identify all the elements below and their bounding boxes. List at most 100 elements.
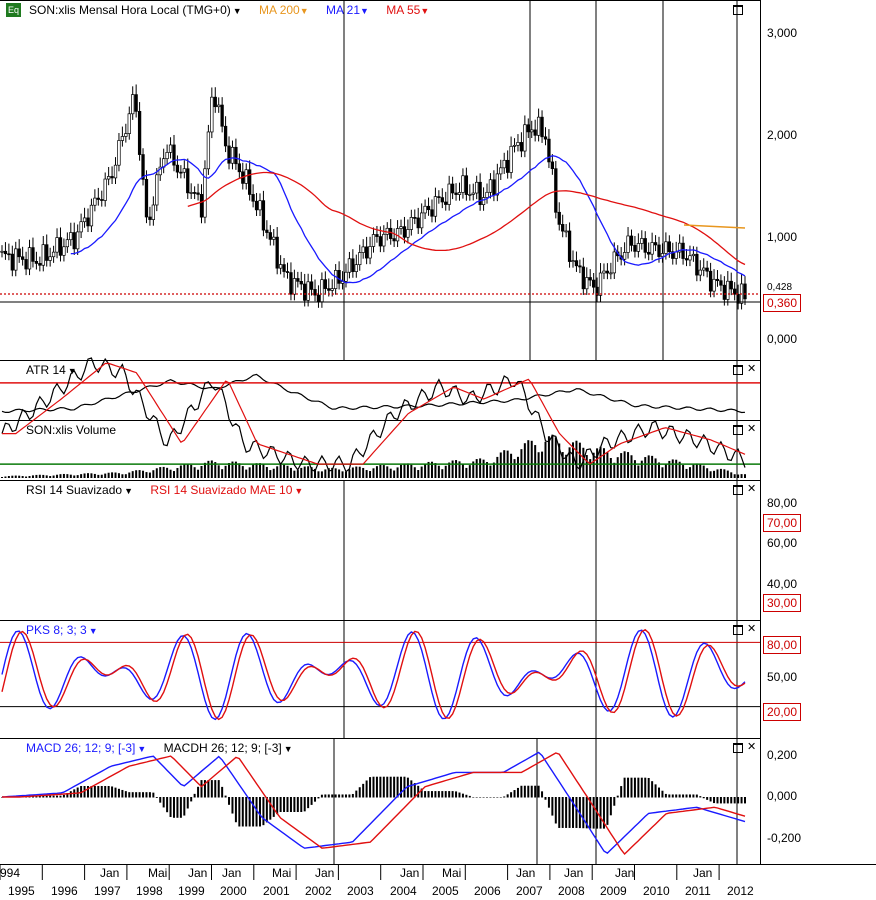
close-icon[interactable]: ✕ [747,423,757,435]
chevron-down-icon[interactable]: ▼ [299,6,309,16]
macd-histogram-bar [413,783,416,798]
macd-histogram-bar [38,795,41,798]
price-panel[interactable]: Eq SON:xlis Mensal Hora Local (TMG+0) ▼ MA… [0,0,760,360]
chevron-down-icon[interactable]: ▼ [420,6,430,16]
macd-histogram-bar [276,797,279,815]
ma200-label[interactable]: MA 200 [259,3,300,17]
price-candle [155,174,159,206]
maximize-icon[interactable] [733,365,743,375]
macd-histogram-bar [362,783,365,798]
macd-histogram-bar [568,797,571,828]
rsi-title[interactable]: RSI 14 Suavizado [26,483,123,497]
price-candle [495,173,499,196]
month-label: Jan [188,866,208,880]
volume-bar [93,473,96,478]
rsi-panel[interactable]: RSI 14 Suavizado ▼ RSI 14 Suavizado MAE 1… [0,480,760,620]
price-candle [519,142,524,152]
macd-histogram-bar [685,794,688,798]
price-candle [447,183,451,205]
macd-histogram-bar [52,795,55,798]
price-candle [430,209,434,217]
year-label: 2008 [558,884,585,898]
price-candle [285,271,290,273]
macd-histogram-bar [461,793,464,798]
maximize-icon[interactable] [733,625,743,635]
price-candle [423,205,427,214]
price-candle [557,211,561,225]
price-candle [564,230,568,233]
pks-panel[interactable]: PKS 8; 3; 3 ▼ ✕ [0,620,760,738]
maximize-icon[interactable] [733,743,743,753]
chevron-down-icon[interactable]: ▼ [232,6,242,16]
month-label: Mai [272,866,292,880]
volume-bar [331,467,334,478]
maximize-icon[interactable] [733,485,743,495]
macd-histogram-bar [159,797,162,803]
price-candle [719,280,723,286]
chevron-down-icon[interactable]: ▼ [88,626,98,636]
price-candle [478,181,482,205]
symbol-title[interactable]: SON:xlis Mensal Hora Local (TMG+0) [29,3,231,17]
close-icon[interactable]: ✕ [747,741,757,753]
macd-histogram-bar [733,797,736,804]
year-label: 2006 [474,884,501,898]
price-candle [392,238,396,242]
chevron-down-icon[interactable]: ▼ [283,744,293,754]
chevron-down-icon[interactable]: ▼ [124,486,133,496]
macd-title[interactable]: MACD 26; 12; 9; [-3] [26,741,136,755]
macd-histogram-bar [293,797,296,812]
macd-histogram-bar [338,794,341,798]
macd-histogram-bar [420,788,423,798]
macd-histogram-bar [372,776,375,798]
volume-bar [42,474,45,478]
atr-panel[interactable]: ATR 14 ▼ ✕ [0,360,760,420]
price-tick: 1,000 [767,230,798,244]
price-candle [647,251,651,255]
price-candle [530,129,534,133]
macd-histogram-bar [393,776,396,798]
macd-panel[interactable]: MACD 26; 12; 9; [-3] ▼ MACDH 26; 12; 9; [… [0,738,760,864]
volume-bar [427,461,430,478]
price-candle [248,169,252,195]
price-candle [450,183,455,194]
close-icon[interactable]: ✕ [747,363,757,375]
volume-bar [733,474,736,478]
macdh-title[interactable]: MACDH 26; 12; 9; [-3] [163,741,282,755]
volume-bar [458,461,461,478]
ma55-label[interactable]: MA 55 [386,3,421,17]
volume-bar [516,456,519,478]
price-candle [113,164,118,179]
maximize-icon[interactable] [733,425,743,435]
price-candle [93,197,97,206]
volume-bar [713,470,716,478]
volume-bar [678,461,681,478]
month-label: Mai [148,866,168,880]
ma21-label[interactable]: MA 21 [325,3,361,17]
maximize-icon[interactable] [733,5,743,15]
price-candle [457,192,462,195]
price-candle [351,258,355,272]
year-label: 1996 [51,884,78,898]
volume-panel[interactable]: SON:xlis Volume ✕ [0,420,760,480]
atr-title[interactable]: ATR 14 [26,363,66,377]
volume-bar [627,452,630,478]
chevron-down-icon[interactable]: ▼ [294,486,304,496]
pks-title[interactable]: PKS 8; 3; 3 [26,623,87,637]
price-candle [509,145,513,173]
price-candle [581,266,585,290]
volume-title[interactable]: SON:xlis Volume [26,423,117,437]
rsi-ma-title[interactable]: RSI 14 Suavizado MAE 10 [150,483,293,497]
price-candle [213,96,217,108]
chevron-down-icon[interactable]: ▼ [360,6,369,16]
macd-histogram-bar [682,794,685,798]
price-candle [729,280,733,290]
chevron-down-icon[interactable]: ▼ [137,744,147,754]
volume-bar [176,468,179,478]
volume-bar [80,474,83,478]
volume-bar [523,443,526,478]
close-icon[interactable]: ✕ [747,623,757,635]
macd-histogram-bar [451,791,454,798]
close-icon[interactable]: ✕ [747,483,757,495]
price-candle [217,104,221,108]
chevron-down-icon[interactable]: ▼ [67,366,77,376]
